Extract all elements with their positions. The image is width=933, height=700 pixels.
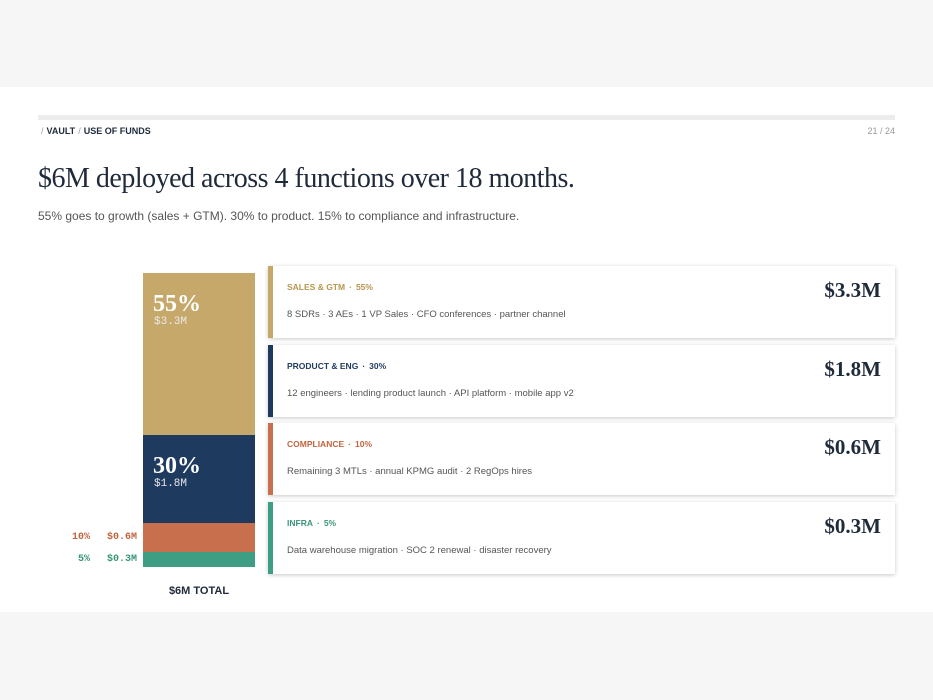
segment-percent: 10%	[71, 531, 90, 543]
subtitle: 55% goes to growth (sales + GTM). 30% to…	[38, 209, 520, 223]
bar-segment: 55% $3.3M	[143, 273, 255, 435]
card-amount: $0.3M	[824, 513, 881, 538]
bar-segment	[143, 552, 255, 567]
segment-percent: 5%	[77, 553, 90, 565]
segment-amount: $1.8M	[154, 477, 188, 490]
card-name: COMPLIANCE	[287, 439, 345, 450]
segment-amount: $3.3M	[154, 316, 188, 328]
card-details: 12 engineers · lending product launch · …	[287, 387, 574, 399]
card-percent: 55%	[355, 282, 373, 292]
segment-amount: $0.3M	[106, 553, 137, 565]
card-details: Remaining 3 MTLs · annual KPMG audit · 2…	[287, 466, 532, 478]
card-details: 8 SDRs · 3 AEs · 1 VP Sales · CFO confer…	[287, 309, 566, 320]
segment-percent: 30%	[153, 452, 201, 479]
allocation-card: PRODUCT & ENG · 30% 12 engineers · lending …	[268, 344, 895, 417]
bar-segment: 30% $1.8M	[143, 434, 255, 523]
page-number: 21 / 24	[867, 126, 895, 136]
card-amount: $1.8M	[824, 356, 881, 381]
card-header: INFRA · 5%	[287, 518, 336, 528]
allocation-card: SALES & GTM · 55% 8 SDRs · 3 AEs · 1 VP Sal…	[268, 266, 895, 338]
card-header: PRODUCT & ENG · 30%	[287, 361, 386, 371]
card-amount: $0.6M	[824, 435, 881, 460]
segment-percent: 55%	[153, 291, 201, 317]
bar-segment	[143, 522, 255, 553]
segment-amount: $0.6M	[106, 531, 137, 543]
card-name: SALES & GTM	[287, 282, 346, 292]
breadcrumb-item: USE OF FUNDS	[83, 126, 151, 136]
breadcrumb: / VAULT / USE OF FUNDS	[38, 126, 151, 136]
breadcrumb-separator: /	[78, 126, 81, 136]
card-percent: 10%	[354, 439, 372, 450]
card-amount: $3.3M	[824, 278, 881, 302]
total-label: $6M TOTAL	[168, 585, 230, 597]
card-details: Data warehouse migration · SOC 2 renewal…	[287, 544, 552, 556]
card-percent: 30%	[369, 360, 387, 371]
breadcrumb-separator: /	[41, 126, 44, 136]
card-header: COMPLIANCE · 10%	[287, 439, 372, 449]
title: $6M deployed across 4 functions over 18 …	[38, 163, 575, 194]
card-dot: ·	[348, 439, 351, 450]
breadcrumb-item: VAULT	[46, 126, 76, 136]
card-name: PRODUCT & ENG	[287, 360, 359, 371]
card-dot: ·	[349, 282, 352, 292]
card-header: SALES & GTM · 55%	[287, 282, 373, 292]
card-name: INFRA	[287, 517, 313, 528]
card-dot: ·	[316, 517, 320, 528]
card-dot: ·	[362, 360, 366, 371]
card-percent: 5%	[323, 517, 337, 528]
top-rule	[38, 115, 895, 120]
allocation-card: INFRA · 5% Data warehouse migration · SOC 2…	[268, 501, 895, 574]
slide: / VAULT / USE OF FUNDS 21 / 24 $6M deployed…	[0, 87, 933, 612]
allocation-card: COMPLIANCE · 10% Remaining 3 MTLs · annual …	[268, 423, 895, 496]
